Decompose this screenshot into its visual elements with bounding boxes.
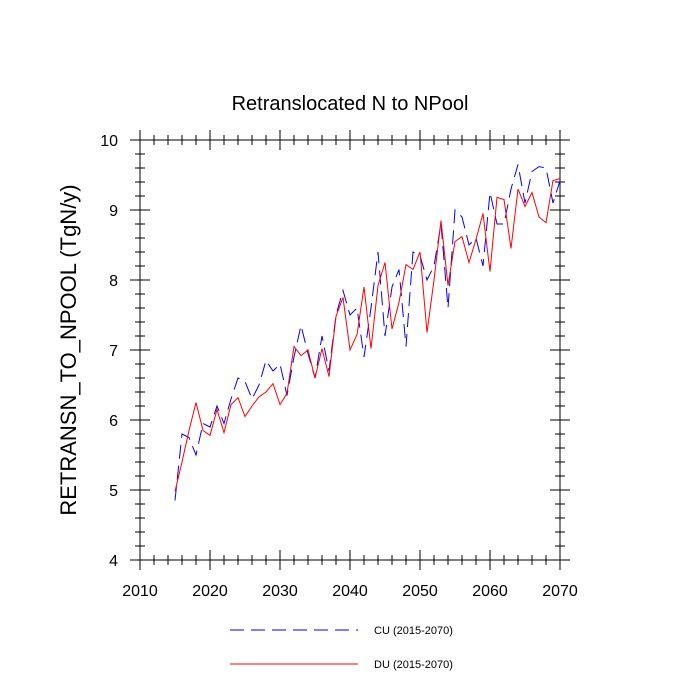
x-tick-label: 2010 (122, 583, 158, 600)
x-tick-label: 2020 (192, 583, 228, 600)
legend-label: CU (2015-2070) (374, 625, 453, 637)
tick-labels: 2010 2020 2030 2040 2050 2060 2070 4 5 6 7 8 9 10 (100, 133, 578, 600)
x-tick-label: 2040 (332, 583, 368, 600)
x-tick-label: 2070 (542, 583, 578, 600)
x-tick-label: 2030 (262, 583, 298, 600)
y-tick-label: 10 (100, 133, 118, 150)
x-tick-label: 2060 (472, 583, 508, 600)
chart-title: Retranslocated N to NPool (232, 93, 469, 115)
y-tick-label: 8 (109, 273, 118, 290)
y-tick-label: 6 (109, 413, 118, 430)
legend-label: DU (2015-2070) (374, 659, 453, 671)
series-line-cu (174, 164, 561, 501)
legend: CU (2015-2070) DU (2015-2070) (230, 625, 453, 671)
y-tick-label: 4 (109, 553, 118, 570)
series-lines (174, 164, 561, 501)
y-tick-label: 7 (109, 343, 118, 360)
y-tick-label: 9 (109, 203, 118, 220)
axis-ticks (130, 130, 570, 570)
y-axis-label: RETRANSN_TO_NPOOL (TgN/y) (56, 184, 81, 515)
x-tick-label: 2050 (402, 583, 438, 600)
y-tick-label: 5 (109, 483, 118, 500)
series-line-du (174, 178, 561, 492)
